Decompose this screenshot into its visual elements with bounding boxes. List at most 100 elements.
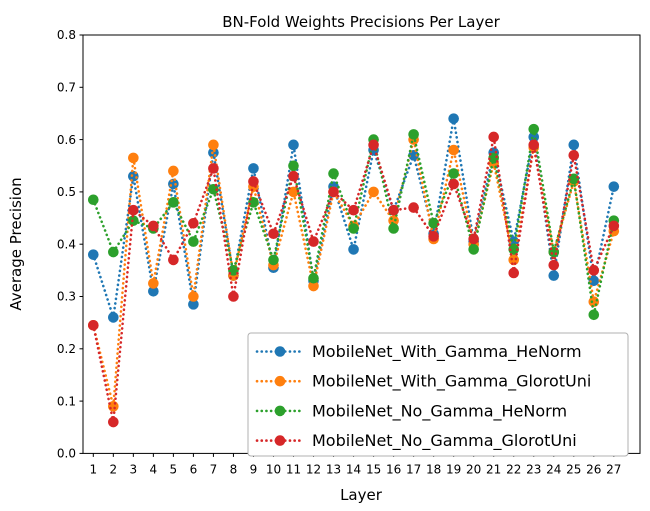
x-tick-label: 20 (466, 462, 481, 476)
data-point-MobileNet_No_Gamma_GlorotUni (408, 202, 419, 213)
chart-dynamic-layer: 0.00.10.20.30.40.50.60.70.81 2 3 4 5 6 7 8 9 10 11… (57, 28, 629, 476)
data-point-MobileNet_With_Gamma_HeNorm (88, 249, 99, 260)
data-point-MobileNet_No_Gamma_HeNorm (428, 217, 439, 229)
y-tick-label: 0.7 (57, 81, 76, 95)
data-point-MobileNet_No_Gamma_HeNorm (588, 309, 600, 321)
x-tick-label: 7 (210, 462, 218, 476)
data-point-MobileNet_No_Gamma_GlorotUni (168, 254, 179, 266)
data-point-MobileNet_With_Gamma_GlorotUni (508, 254, 520, 266)
x-tick-label: 1 (89, 462, 97, 476)
data-point-MobileNet_No_Gamma_GlorotUni (188, 217, 199, 229)
data-point-MobileNet_With_Gamma_HeNorm (548, 270, 560, 281)
data-point-MobileNet_No_Gamma_GlorotUni (508, 267, 520, 279)
x-tick-label: 8 (230, 462, 238, 476)
x-tick-label: 14 (346, 462, 361, 476)
data-point-MobileNet_No_Gamma_GlorotUni (328, 186, 339, 198)
y-tick-label: 0.2 (57, 342, 76, 356)
data-point-MobileNet_With_Gamma_GlorotUni (308, 280, 319, 292)
data-point-MobileNet_No_Gamma_GlorotUni (108, 416, 119, 428)
x-tick-label: 26 (586, 462, 601, 476)
series-line-MobileNet_With_Gamma_HeNorm (92, 118, 616, 318)
x-tick-label: 15 (366, 462, 381, 476)
data-point-MobileNet_With_Gamma_HeNorm (528, 131, 540, 143)
data-point-MobileNet_With_Gamma_GlorotUni (188, 291, 199, 302)
data-point-MobileNet_With_Gamma_GlorotUni (288, 186, 299, 198)
x-tick-label: 5 (170, 462, 178, 476)
legend-label: MobileNet_With_Gamma_GlorotUni (312, 372, 591, 392)
data-point-MobileNet_No_Gamma_GlorotUni (268, 228, 279, 240)
data-point-MobileNet_With_Gamma_HeNorm (448, 113, 459, 124)
x-tick-label: 18 (426, 462, 441, 476)
x-tick-label: 23 (526, 462, 541, 476)
data-point-MobileNet_No_Gamma_GlorotUni (368, 139, 379, 151)
data-point-MobileNet_No_Gamma_HeNorm (388, 223, 399, 234)
legend-label: MobileNet_No_Gamma_GlorotUni (312, 431, 577, 451)
x-tick-label: 17 (406, 462, 421, 476)
y-tick-label: 0.3 (57, 290, 76, 304)
data-point-MobileNet_No_Gamma_GlorotUni (288, 170, 299, 182)
data-point-MobileNet_With_Gamma_GlorotUni (208, 139, 219, 151)
data-point-MobileNet_With_Gamma_HeNorm (568, 139, 580, 151)
x-tick-label: 16 (386, 462, 401, 476)
x-tick-label: 9 (250, 462, 258, 476)
data-point-MobileNet_No_Gamma_HeNorm (508, 244, 520, 255)
data-point-MobileNet_No_Gamma_GlorotUni (88, 319, 99, 331)
legend-box (247, 332, 629, 457)
x-tick-label: 21 (486, 462, 501, 476)
legend-label: MobileNet_With_Gamma_HeNorm (312, 342, 582, 362)
data-point-MobileNet_With_Gamma_GlorotUni (368, 186, 379, 198)
data-point-MobileNet_With_Gamma_HeNorm (348, 244, 359, 255)
data-point-MobileNet_With_Gamma_HeNorm (188, 299, 199, 310)
x-tick-label: 25 (566, 462, 581, 476)
data-point-MobileNet_With_Gamma_HeNorm (248, 163, 259, 174)
data-point-MobileNet_No_Gamma_HeNorm (328, 168, 339, 179)
data-point-MobileNet_With_Gamma_GlorotUni (128, 152, 139, 164)
data-point-MobileNet_With_Gamma_HeNorm (168, 178, 179, 190)
data-point-MobileNet_No_Gamma_HeNorm (468, 244, 479, 255)
data-point-MobileNet_No_Gamma_GlorotUni (228, 291, 239, 302)
data-point-MobileNet_With_Gamma_GlorotUni (148, 278, 159, 289)
data-point-MobileNet_No_Gamma_HeNorm (568, 173, 580, 185)
data-point-MobileNet_With_Gamma_HeNorm (148, 285, 159, 297)
y-tick-label: 0.1 (57, 394, 76, 408)
data-point-MobileNet_No_Gamma_GlorotUni (528, 139, 540, 151)
legend-marker (274, 346, 286, 357)
x-tick-label: 12 (306, 462, 321, 476)
data-point-MobileNet_No_Gamma_HeNorm (188, 236, 199, 247)
data-point-MobileNet_No_Gamma_HeNorm (88, 194, 99, 206)
data-point-MobileNet_No_Gamma_HeNorm (108, 246, 119, 258)
data-point-MobileNet_No_Gamma_GlorotUni (568, 149, 580, 161)
data-point-MobileNet_No_Gamma_GlorotUni (428, 231, 439, 242)
data-point-MobileNet_No_Gamma_GlorotUni (348, 204, 359, 216)
data-point-MobileNet_With_Gamma_GlorotUni (448, 144, 459, 156)
legend-marker (274, 435, 286, 446)
data-point-MobileNet_No_Gamma_GlorotUni (608, 220, 620, 232)
data-point-MobileNet_No_Gamma_GlorotUni (468, 233, 479, 245)
x-tick-label: 10 (266, 462, 281, 476)
data-point-MobileNet_No_Gamma_GlorotUni (148, 220, 159, 232)
series-line-MobileNet_No_Gamma_GlorotUni (92, 136, 616, 423)
x-tick-label: 2 (109, 462, 117, 476)
data-point-MobileNet_No_Gamma_HeNorm (408, 129, 419, 140)
data-point-MobileNet_No_Gamma_HeNorm (308, 272, 319, 284)
data-point-MobileNet_With_Gamma_HeNorm (588, 275, 600, 287)
x-axis-label: Layer (340, 486, 383, 504)
data-point-MobileNet_No_Gamma_GlorotUni (308, 236, 319, 247)
chart-title: BN-Fold Weights Precisions Per Layer (222, 13, 500, 31)
y-axis-label: Average Precision (7, 177, 25, 310)
y-tick-label: 0.5 (57, 185, 76, 199)
y-tick-label: 0.6 (57, 133, 76, 147)
y-tick-label: 0.4 (57, 237, 76, 251)
data-point-MobileNet_No_Gamma_GlorotUni (388, 204, 399, 216)
data-point-MobileNet_No_Gamma_GlorotUni (248, 176, 259, 187)
x-tick-label: 27 (606, 462, 621, 476)
data-point-MobileNet_No_Gamma_GlorotUni (208, 163, 219, 174)
legend-marker (274, 405, 286, 417)
x-tick-label: 24 (546, 462, 561, 476)
data-point-MobileNet_No_Gamma_HeNorm (348, 223, 359, 234)
data-point-MobileNet_With_Gamma_HeNorm (288, 139, 299, 151)
data-point-MobileNet_No_Gamma_GlorotUni (448, 178, 459, 190)
x-tick-label: 4 (150, 462, 158, 476)
